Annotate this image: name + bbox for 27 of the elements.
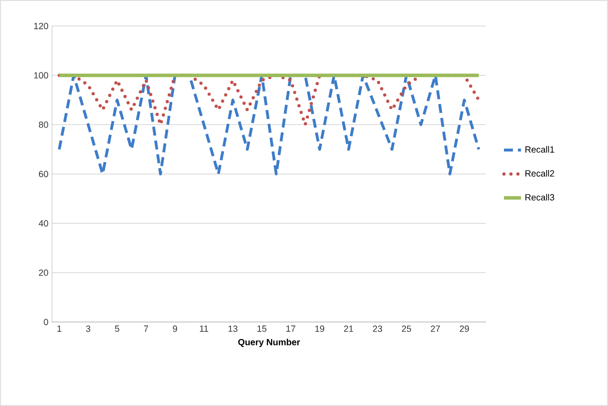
- y-tick-label: 0: [44, 318, 48, 326]
- x-tick-label: 5: [114, 326, 120, 332]
- x-tick-label: 21: [344, 326, 354, 332]
- x-tick-label: 27: [430, 326, 440, 332]
- x-tick-label: 17: [286, 326, 296, 332]
- legend-label: Recall2: [525, 170, 554, 177]
- x-tick-label: 19: [315, 326, 324, 332]
- x-tick-label: 11: [200, 326, 208, 332]
- legend-label: Recall1: [525, 146, 554, 153]
- x-tick-label: 15: [257, 326, 266, 332]
- y-tick-label: 100: [34, 72, 48, 79]
- y-tick-label: 60: [38, 170, 48, 178]
- x-tick-label: 23: [372, 326, 382, 332]
- x-tick-label: 29: [460, 326, 469, 332]
- x-tick-label: 25: [402, 326, 412, 332]
- y-tick-label: 80: [38, 121, 48, 128]
- line-series: [58, 74, 480, 126]
- y-tick-label: 20: [38, 269, 48, 276]
- legend-label: Recall3: [525, 194, 554, 201]
- x-axis-title: Query Number: [238, 338, 300, 348]
- y-tick-label: 40: [38, 220, 48, 227]
- x-tick-label: 1: [57, 326, 62, 332]
- x-tick-label: 9: [172, 326, 178, 332]
- x-tick-label: 13: [228, 326, 238, 332]
- y-tick-label: 120: [34, 22, 48, 30]
- x-tick-label: 7: [144, 326, 148, 332]
- x-tick-label: 3: [86, 326, 90, 332]
